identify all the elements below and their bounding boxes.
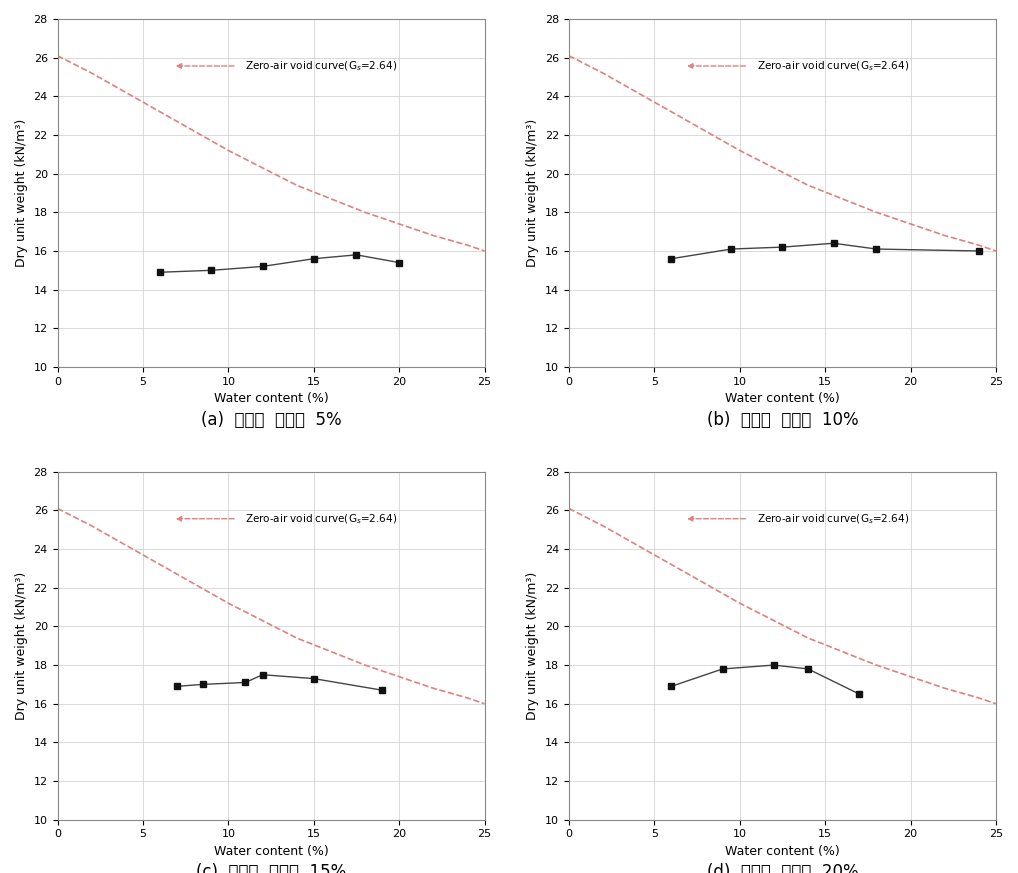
Text: Zero-air void curve(G$_s$=2.64): Zero-air void curve(G$_s$=2.64): [756, 512, 909, 526]
X-axis label: Water content (%): Water content (%): [214, 392, 329, 405]
Y-axis label: Dry unit weight (kN/m³): Dry unit weight (kN/m³): [15, 119, 29, 267]
X-axis label: Water content (%): Water content (%): [725, 845, 840, 858]
Text: (c)  세립분  함유율  15%: (c) 세립분 함유율 15%: [195, 863, 346, 873]
Y-axis label: Dry unit weight (kN/m³): Dry unit weight (kN/m³): [15, 572, 29, 720]
Text: (d)  세립분  함유율  20%: (d) 세립분 함유율 20%: [706, 863, 858, 873]
X-axis label: Water content (%): Water content (%): [725, 392, 840, 405]
Text: Zero-air void curve(G$_s$=2.64): Zero-air void curve(G$_s$=2.64): [756, 59, 909, 72]
Text: (a)  세립분  함유율  5%: (a) 세립분 함유율 5%: [201, 410, 341, 429]
X-axis label: Water content (%): Water content (%): [214, 845, 329, 858]
Text: Zero-air void curve(G$_s$=2.64): Zero-air void curve(G$_s$=2.64): [245, 512, 398, 526]
Y-axis label: Dry unit weight (kN/m³): Dry unit weight (kN/m³): [526, 119, 540, 267]
Text: Zero-air void curve(G$_s$=2.64): Zero-air void curve(G$_s$=2.64): [245, 59, 398, 72]
Text: (b)  세립분  함유율  10%: (b) 세립분 함유율 10%: [706, 410, 858, 429]
Y-axis label: Dry unit weight (kN/m³): Dry unit weight (kN/m³): [526, 572, 540, 720]
